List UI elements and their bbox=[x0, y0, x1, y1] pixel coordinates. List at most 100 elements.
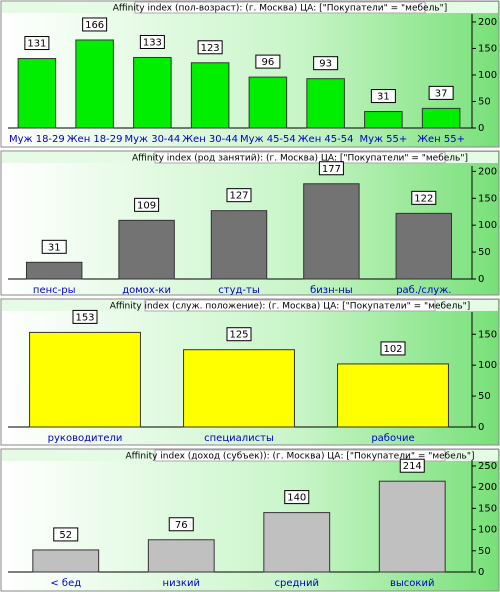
bar bbox=[303, 183, 360, 280]
value-label-box bbox=[41, 239, 67, 254]
x-tick-label: Жен 30-44 bbox=[182, 134, 238, 145]
value-label-box bbox=[139, 34, 165, 49]
chart-title: Affinity index (служ. положение): (г. Мо… bbox=[110, 302, 471, 312]
bar bbox=[147, 539, 215, 573]
y-tick-label: 150 bbox=[478, 503, 497, 514]
value-label: 31 bbox=[48, 242, 61, 253]
value-label: 153 bbox=[75, 312, 94, 323]
y-tick-label: 0 bbox=[478, 274, 484, 285]
bar bbox=[29, 331, 141, 428]
title-box bbox=[154, 151, 446, 164]
x-tick-label: бизн-ны bbox=[310, 285, 353, 296]
value-label-box bbox=[411, 190, 437, 205]
value-label-box bbox=[318, 161, 344, 176]
bar bbox=[75, 39, 114, 129]
y-tick-label: 100 bbox=[478, 525, 497, 536]
y-tick-label: 100 bbox=[478, 220, 497, 231]
bar bbox=[263, 512, 331, 573]
value-label: 133 bbox=[143, 37, 162, 48]
y-tick-label: 200 bbox=[478, 482, 497, 493]
x-tick-label: Жен 45-54 bbox=[298, 134, 354, 145]
value-label-box bbox=[380, 341, 406, 356]
y-tick-label: 150 bbox=[478, 329, 497, 340]
value-label: 123 bbox=[201, 43, 220, 54]
y-tick-label: 250 bbox=[478, 461, 497, 472]
chart-title: Affinity index (доход (субъек)): (г. Мос… bbox=[126, 452, 475, 462]
x-tick-label: студ-ты bbox=[218, 285, 259, 296]
value-label-box bbox=[53, 527, 79, 542]
value-label: 93 bbox=[319, 59, 332, 70]
value-label: 140 bbox=[287, 493, 306, 504]
bar bbox=[364, 111, 403, 129]
value-label: 166 bbox=[85, 20, 104, 31]
x-tick-label: домох-ки bbox=[122, 285, 171, 296]
value-label: 52 bbox=[59, 530, 72, 541]
x-tick-label: средний bbox=[275, 578, 319, 589]
x-tick-label: Муж 45-54 bbox=[240, 134, 296, 145]
x-tick-label: руководители bbox=[48, 433, 123, 444]
value-label-box bbox=[255, 54, 281, 69]
value-label: 125 bbox=[229, 330, 248, 341]
y-tick-label: 150 bbox=[478, 43, 497, 54]
x-tick-label: высокий bbox=[390, 578, 434, 589]
value-label: 127 bbox=[229, 191, 248, 202]
bar bbox=[183, 349, 295, 428]
x-tick-label: < бед bbox=[50, 578, 81, 589]
x-tick-label: Жен 55+ bbox=[417, 134, 465, 145]
y-tick-label: 50 bbox=[478, 546, 491, 557]
y-tick-label: 0 bbox=[478, 123, 484, 134]
value-label-box bbox=[284, 490, 310, 505]
value-label: 214 bbox=[403, 461, 422, 472]
x-tick-label: раб./служ. bbox=[396, 285, 451, 296]
value-label-box bbox=[399, 458, 425, 473]
bar bbox=[25, 261, 83, 280]
y-tick-label: 0 bbox=[478, 567, 484, 578]
title-box bbox=[154, 449, 446, 462]
y-tick-label: 50 bbox=[478, 391, 491, 402]
y-tick-label: 200 bbox=[478, 17, 497, 28]
value-label: 102 bbox=[383, 344, 402, 355]
x-tick-label: Муж 18-29 bbox=[9, 134, 65, 145]
bar bbox=[210, 210, 268, 280]
value-label-box bbox=[226, 327, 252, 342]
y-tick-label: 50 bbox=[478, 96, 491, 107]
bar bbox=[248, 76, 288, 129]
bar bbox=[118, 219, 175, 280]
x-tick-label: Муж 30-44 bbox=[124, 134, 180, 145]
value-label: 76 bbox=[175, 520, 188, 531]
value-label-box bbox=[24, 36, 50, 51]
value-label: 31 bbox=[377, 92, 390, 103]
value-label-box bbox=[313, 56, 339, 71]
bar bbox=[133, 56, 172, 129]
value-label-box bbox=[82, 17, 108, 32]
bar bbox=[378, 480, 446, 573]
bar bbox=[421, 107, 461, 129]
value-label-box bbox=[226, 188, 252, 203]
value-label: 131 bbox=[27, 39, 46, 50]
value-label: 177 bbox=[322, 164, 341, 175]
bar bbox=[395, 212, 453, 280]
value-label: 37 bbox=[435, 88, 448, 99]
value-label: 96 bbox=[262, 57, 275, 68]
x-tick-label: пенс-ры bbox=[33, 285, 76, 296]
x-tick-label: специалисты bbox=[204, 433, 274, 444]
y-tick-label: 50 bbox=[478, 247, 491, 258]
y-tick-label: 0 bbox=[478, 422, 484, 433]
value-label-box bbox=[134, 197, 160, 212]
bar bbox=[337, 363, 449, 428]
bar bbox=[306, 78, 345, 129]
title-box bbox=[144, 299, 436, 312]
title-box bbox=[134, 1, 426, 14]
x-tick-label: Муж 55+ bbox=[359, 134, 407, 145]
value-label-box bbox=[197, 40, 223, 55]
value-label-box bbox=[370, 89, 396, 104]
value-label-box bbox=[72, 309, 98, 324]
x-tick-label: низкий bbox=[163, 578, 200, 589]
bar bbox=[190, 62, 230, 129]
bar bbox=[17, 58, 57, 129]
value-label-box bbox=[168, 517, 194, 532]
y-tick-label: 100 bbox=[478, 360, 497, 371]
chart-title: Affinity index (пол-возраст): (г. Москва… bbox=[113, 4, 448, 14]
value-label-box bbox=[428, 85, 454, 100]
